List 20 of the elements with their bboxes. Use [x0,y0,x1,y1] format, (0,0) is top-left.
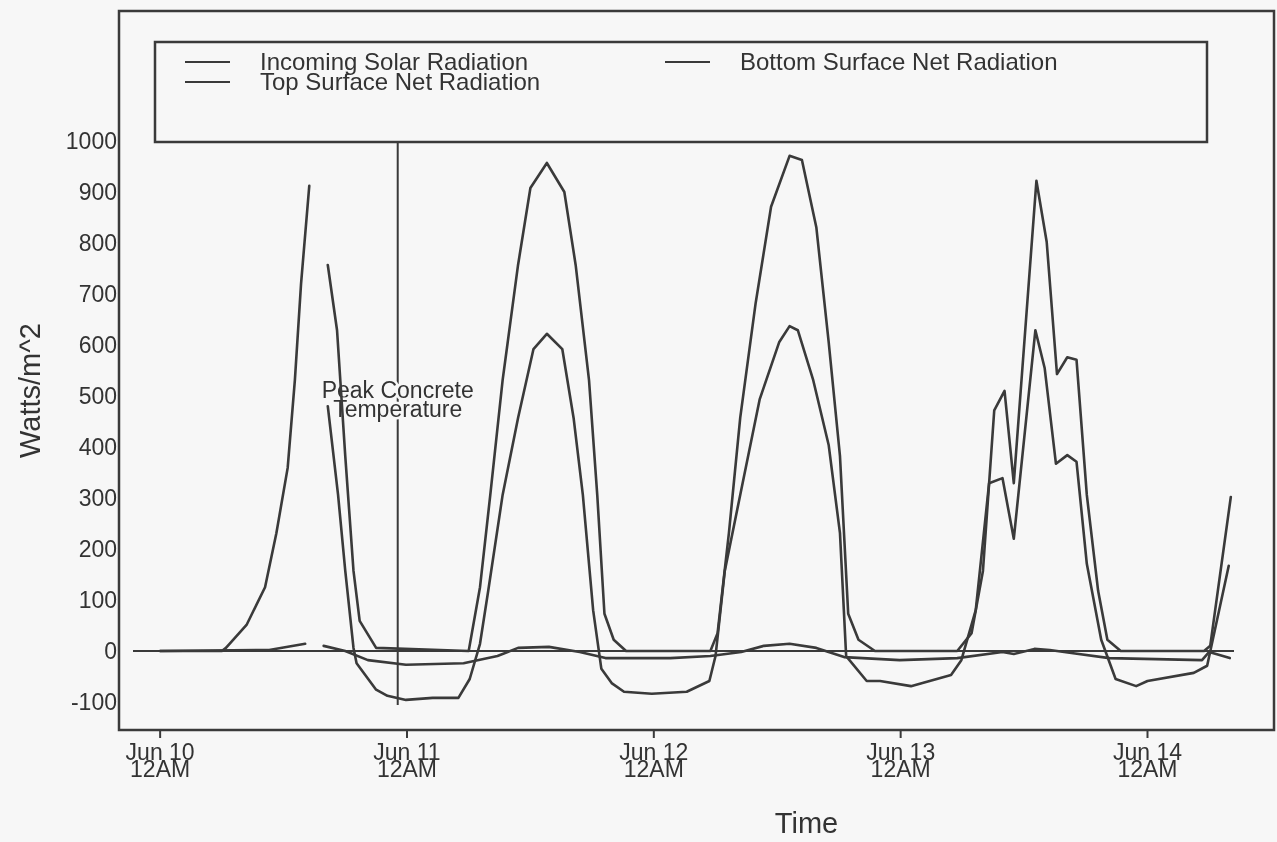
x-tick-label: Jun 11 12AM [373,739,441,782]
x-tick-label: Jun 10 12AM [125,739,195,782]
y-tick-label: 300 [78,485,117,512]
y-tick-label: 1000 [65,128,117,155]
y-tick-label: 400 [78,434,117,461]
x-tick-label: Jun 12 12AM [619,739,689,782]
y-tick-label: 800 [78,230,117,257]
x-axis-title: Time [774,807,839,839]
x-tick-label: Jun 13 12AM [866,739,936,782]
y-tick-label: 500 [78,383,117,410]
y-tick-label: 100 [78,587,117,614]
x-tick-label: Jun 14 12AM [1112,739,1183,782]
legend-label: Bottom Surface Net Radiation [740,48,1058,76]
y-tick-label: 700 [78,281,117,308]
y-tick-label: 0 [104,638,117,665]
y-tick-label: 900 [78,179,117,206]
y-tick-label: 200 [78,536,117,563]
y-tick-label: 600 [78,332,117,359]
y-tick-label: -100 [70,689,117,715]
y-axis-title: Watts/m^2 [14,323,46,458]
